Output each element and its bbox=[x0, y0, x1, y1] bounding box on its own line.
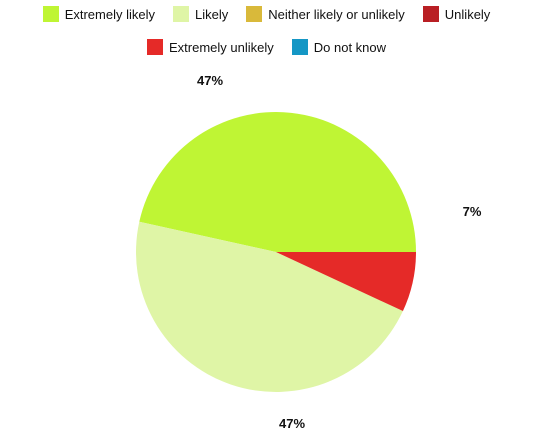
legend-item-neither: Neither likely or unlikely bbox=[246, 6, 405, 22]
legend-label: Do not know bbox=[313, 39, 387, 55]
legend-row-2: Extremely unlikely Do not know bbox=[0, 39, 533, 55]
legend-label: Neither likely or unlikely bbox=[268, 6, 405, 22]
pie-slice-extremely-likely bbox=[139, 112, 416, 252]
pie-label-likely: 47% bbox=[197, 73, 223, 88]
pie-label-extremely-unlikely: 7% bbox=[463, 204, 482, 219]
legend-row-1: Extremely likely Likely Neither likely o… bbox=[0, 6, 533, 22]
legend-label: Extremely likely bbox=[64, 6, 155, 22]
pie-label-extremely-likely: 47% bbox=[279, 416, 305, 431]
legend-swatch bbox=[422, 6, 439, 22]
legend-swatch bbox=[42, 6, 59, 22]
legend-swatch bbox=[246, 6, 263, 22]
legend-swatch bbox=[146, 39, 163, 55]
legend-item-extremely-unlikely: Extremely unlikely bbox=[146, 39, 274, 55]
legend: Extremely likely Likely Neither likely o… bbox=[0, 0, 533, 70]
legend-item-extremely-likely: Extremely likely bbox=[42, 6, 155, 22]
legend-item-likely: Likely bbox=[172, 6, 229, 22]
legend-item-do-not-know: Do not know bbox=[291, 39, 387, 55]
pie-slice-extremely-unlikely bbox=[276, 252, 416, 312]
pie-slice-likely bbox=[136, 221, 403, 392]
legend-swatch bbox=[291, 39, 308, 55]
legend-label: Extremely unlikely bbox=[168, 39, 274, 55]
legend-item-unlikely: Unlikely bbox=[422, 6, 491, 22]
legend-label: Likely bbox=[194, 6, 229, 22]
legend-label: Unlikely bbox=[444, 6, 491, 22]
legend-swatch bbox=[172, 6, 189, 22]
